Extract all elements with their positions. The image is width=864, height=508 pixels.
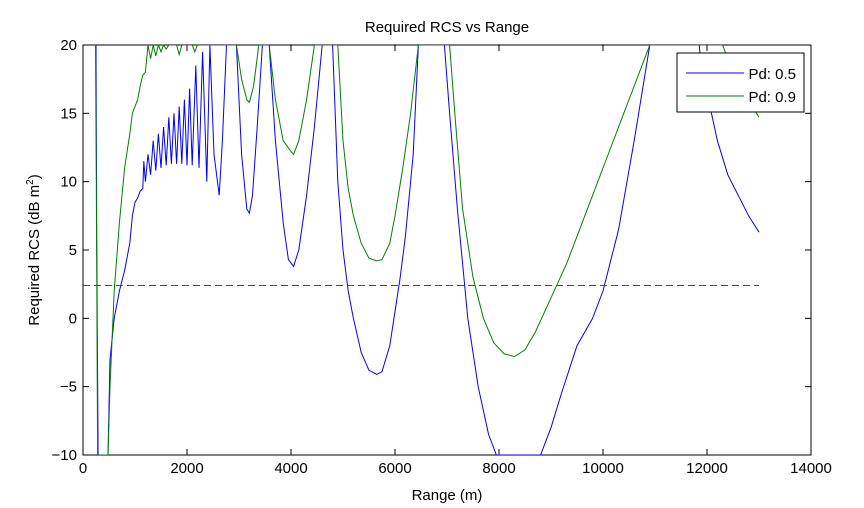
axes: 0 2000 4000 6000 8000 10000 12000 14000 −10 −5 0 5 1… <box>52 37 832 477</box>
chart-title: Required RCS vs Range <box>365 19 529 36</box>
data-lines <box>83 45 760 455</box>
x-tick-label: 6000 <box>378 460 411 477</box>
y-tick-label: 5 <box>69 242 77 259</box>
x-axis-label: Range (m) <box>412 487 483 504</box>
y-tick-label: −10 <box>52 447 77 464</box>
series-line-1 <box>95 45 760 455</box>
legend: Pd: 0.5 Pd: 0.9 <box>676 52 805 113</box>
x-tick-label: 4000 <box>274 460 307 477</box>
y-axis-label-text: Required RCS (dB m <box>26 185 43 326</box>
y-axis-label: Required RCS (dB m2) <box>25 174 43 325</box>
x-tick-label: 10000 <box>582 460 624 477</box>
y-axis-label-superscript: 2 <box>25 179 36 185</box>
x-tick-label: 8000 <box>482 460 515 477</box>
y-tick-label: 20 <box>60 37 77 54</box>
series-line-2 <box>95 45 760 455</box>
legend-box <box>676 52 805 113</box>
legend-label-pd09: Pd: 0.9 <box>748 89 796 106</box>
y-tick-label: −5 <box>60 379 77 396</box>
y-tick-label: 0 <box>69 310 77 327</box>
y-tick-label: 10 <box>60 174 77 191</box>
legend-label-pd05: Pd: 0.5 <box>748 66 796 83</box>
x-tick-label: 2000 <box>170 460 203 477</box>
x-tick-label: 12000 <box>686 460 728 477</box>
y-tick-label: 15 <box>60 105 77 122</box>
x-tick-label: 14000 <box>790 460 832 477</box>
x-tick-label: 0 <box>79 460 87 477</box>
y-axis-label-suffix: ) <box>26 174 43 179</box>
